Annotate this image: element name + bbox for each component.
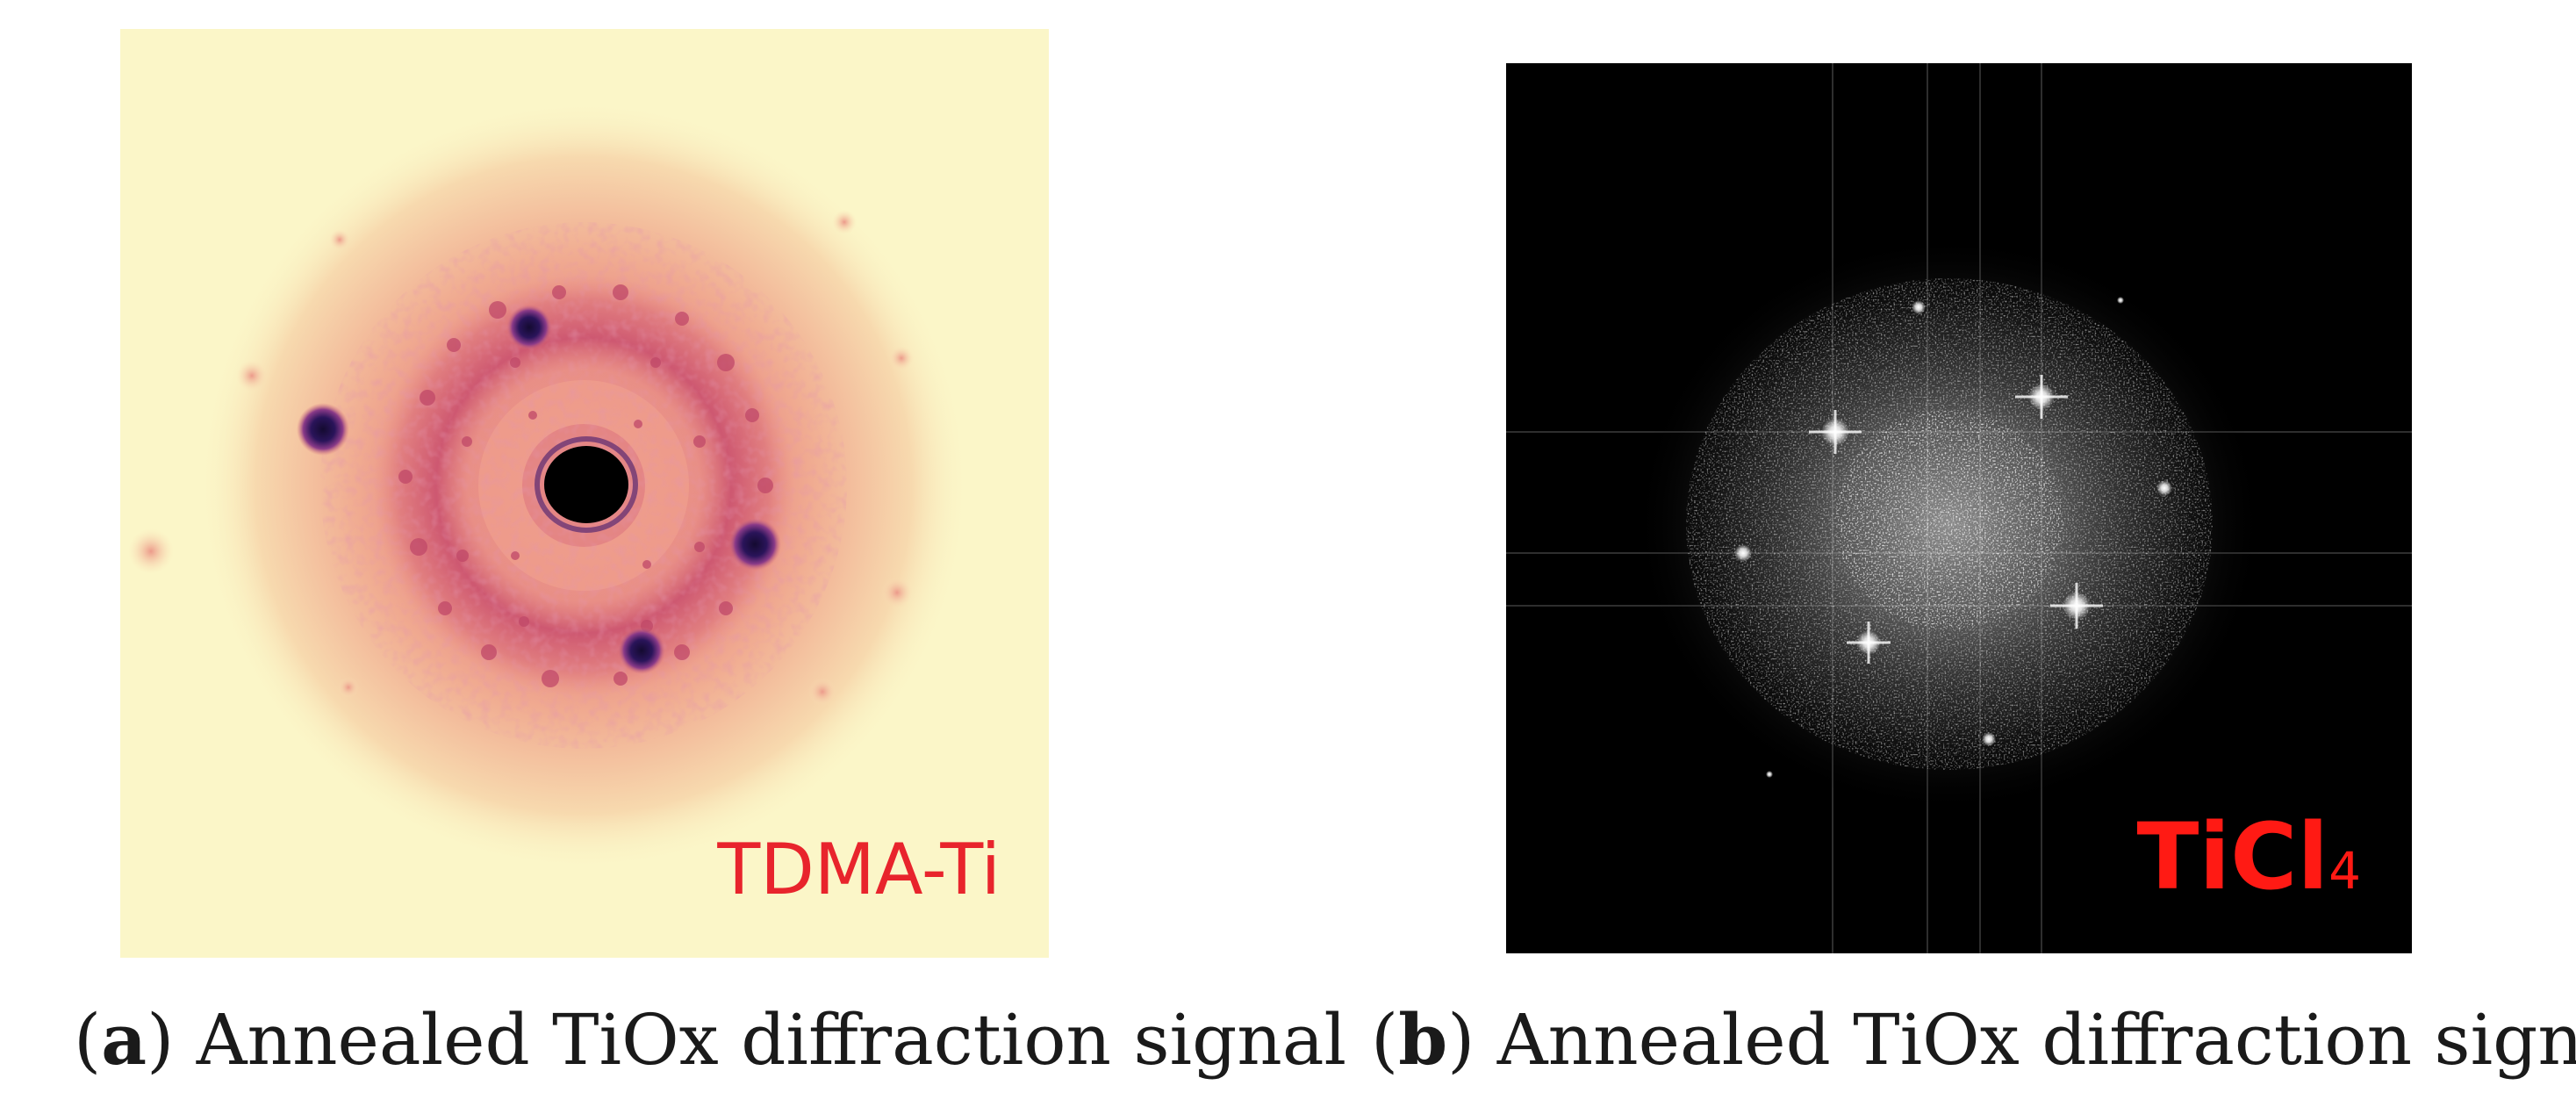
caption-b-tag: b (1398, 998, 1448, 1081)
faint-spot (128, 528, 174, 574)
faint-spot (881, 577, 913, 608)
diffraction-spot (728, 518, 781, 571)
diffraction-spot (297, 403, 349, 456)
faint-spot (832, 210, 857, 234)
faint-spot (338, 677, 359, 698)
panel-label-ticl4: TiCl4 (2137, 811, 2361, 902)
diffraction-spot (506, 305, 552, 350)
caption-a: (a) Annealed TiOx diffraction signal (74, 1001, 1346, 1079)
caption-b-open: ( (1371, 999, 1399, 1081)
diffraction-image-ticl4: TiCl4 (1506, 63, 2412, 953)
caption-b-close: ) (1447, 999, 1475, 1081)
panel-label-tdma-ti: TDMA-Ti (717, 829, 1001, 910)
label-ticl4-main: TiCl (2136, 803, 2329, 910)
caption-a-close: ) (147, 999, 175, 1081)
caption-a-text: Annealed TiOx diffraction signal (174, 999, 1347, 1081)
central-beam-spot (544, 446, 628, 523)
faint-spot (889, 346, 914, 370)
diffraction-spot (618, 627, 665, 674)
caption-b: (b) Annealed TiOx diffraction signal (1371, 1001, 2576, 1079)
diffraction-pattern-a (128, 99, 970, 872)
diffraction-pattern-b (1506, 63, 2412, 953)
faint-spot (808, 678, 836, 706)
faint-spot (329, 229, 350, 250)
caption-a-tag: a (101, 998, 147, 1081)
diffraction-image-tdma-ti: TDMA-Ti (120, 29, 1049, 958)
label-ticl4-subscript: 4 (2328, 841, 2361, 901)
faint-spot (236, 360, 268, 392)
caption-a-open: ( (74, 999, 102, 1081)
caption-b-text: Annealed TiOx diffraction signal (1475, 999, 2576, 1081)
